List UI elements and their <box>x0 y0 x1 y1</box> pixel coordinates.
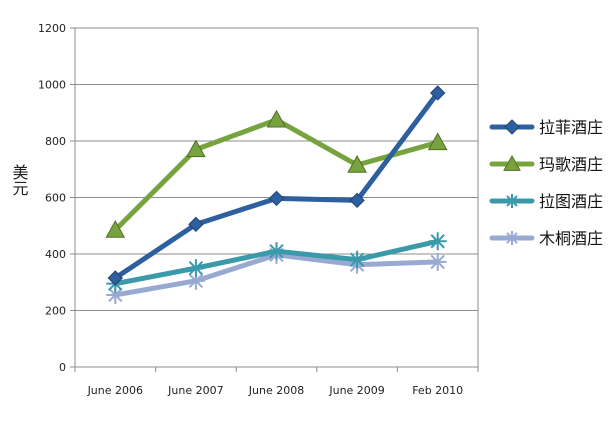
data-point <box>429 85 446 101</box>
legend-item: 拉图酒庄 <box>489 192 603 211</box>
legend-label: 玛歌酒庄 <box>539 155 603 174</box>
legend-label: 拉图酒庄 <box>539 192 603 211</box>
data-point <box>347 154 367 173</box>
series-line <box>112 117 441 233</box>
legend-marker <box>503 154 521 171</box>
legend-item: 木桐酒庄 <box>489 229 603 248</box>
series-lines <box>105 85 448 304</box>
y-tick-label: 800 <box>45 135 66 148</box>
marker-stroke <box>188 273 204 289</box>
x-tick-label: June 2006 <box>87 384 143 397</box>
x-tick-label: Feb 2010 <box>412 384 463 397</box>
legend-item: 拉菲酒庄 <box>489 118 603 137</box>
data-point <box>105 219 126 238</box>
legend-marker <box>505 194 519 208</box>
y-tick-label: 400 <box>45 248 66 261</box>
marker-stroke <box>506 232 518 244</box>
data-point <box>348 250 367 269</box>
data-point <box>107 270 124 286</box>
y-tick-label: 1000 <box>38 79 66 92</box>
data-point <box>428 252 447 271</box>
legend-label: 木桐酒庄 <box>539 229 603 248</box>
y-tick-label: 200 <box>45 305 66 318</box>
legend-item: 玛歌酒庄 <box>489 154 603 174</box>
data-point <box>427 132 448 151</box>
data-point <box>268 190 285 207</box>
data-point <box>186 139 206 158</box>
marker-stroke <box>349 252 365 267</box>
marker-stroke <box>430 254 445 270</box>
legend-marker <box>504 119 520 135</box>
marker-stroke <box>430 234 445 249</box>
data-point <box>186 259 205 278</box>
y-tick-label: 600 <box>45 192 66 205</box>
legend-marker <box>505 231 519 245</box>
marker-stroke <box>188 260 204 276</box>
data-point <box>188 216 204 233</box>
x-tick-label: June 2009 <box>328 384 384 397</box>
legend-label: 拉菲酒庄 <box>539 118 603 137</box>
marker-stroke <box>269 243 284 259</box>
marker-stroke <box>506 195 518 207</box>
y-tick-label: 0 <box>59 361 66 374</box>
x-tick-label: June 2007 <box>167 384 223 397</box>
y-tick-label: 1200 <box>38 22 66 35</box>
data-point <box>186 271 205 290</box>
data-point <box>428 232 447 251</box>
y-axis-label: 美元 <box>10 164 29 196</box>
x-tick-label: June 2008 <box>248 384 304 397</box>
axes: 0 200 400 600 800 1000 1200 June 2006 June 2007 J… <box>38 22 479 397</box>
marker-stroke <box>108 287 123 303</box>
data-point <box>267 242 286 261</box>
data-point <box>349 192 365 209</box>
data-point <box>266 109 287 128</box>
